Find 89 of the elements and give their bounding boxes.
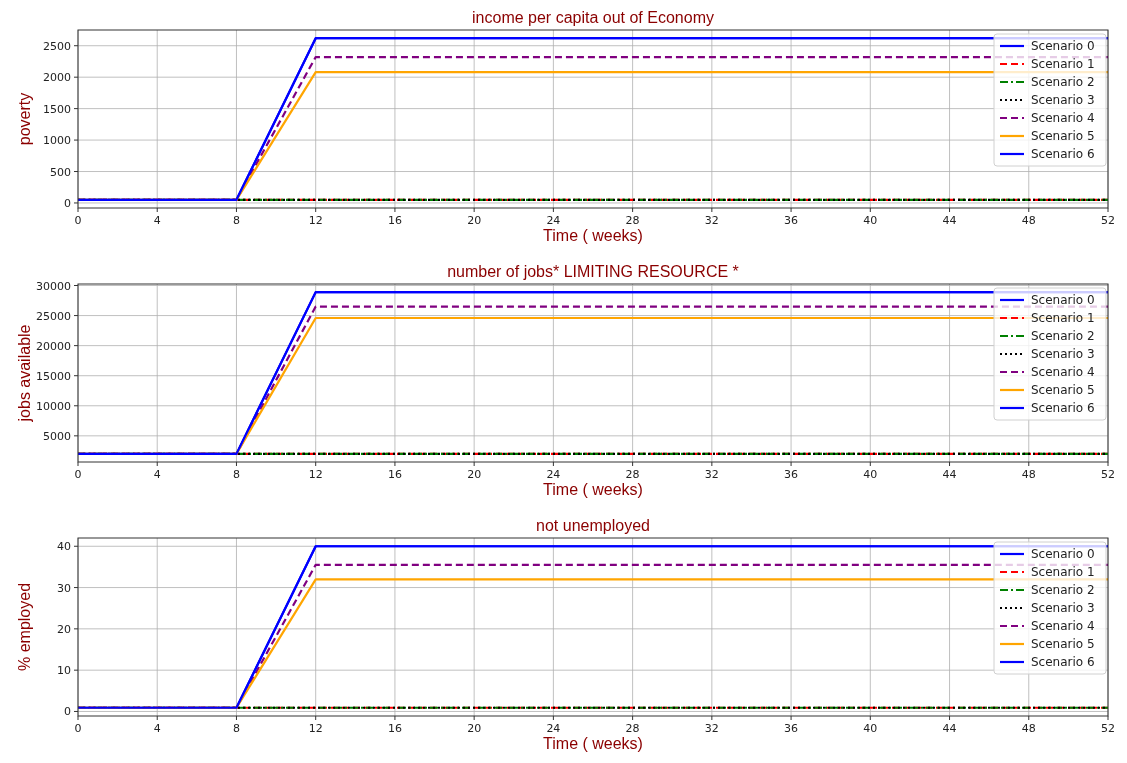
legend-label: Scenario 3 (1031, 601, 1095, 615)
legend-label: Scenario 5 (1031, 383, 1095, 397)
x-axis-title: Time ( weeks) (543, 227, 643, 244)
x-tick-label: 12 (308, 722, 323, 735)
legend-label: Scenario 4 (1031, 619, 1095, 633)
x-tick-label: 8 (232, 722, 240, 735)
x-tick-label: 16 (387, 214, 402, 227)
legend-label: Scenario 1 (1031, 57, 1095, 71)
y-tick-label: 30 (57, 581, 71, 595)
chart-title: number of jobs* LIMITING RESOURCE * (447, 263, 739, 280)
x-tick-label: 20 (467, 468, 482, 481)
x-tick-label: 44 (942, 468, 957, 481)
x-tick-label: 44 (942, 722, 957, 735)
x-tick-label: 28 (625, 722, 640, 735)
y-tick-label: 0 (64, 705, 71, 719)
legend-label: Scenario 3 (1031, 93, 1095, 107)
x-tick-label: 36 (784, 468, 799, 481)
y-tick-label: 1500 (43, 102, 71, 116)
y-axis-title: jobs available (16, 324, 33, 423)
x-tick-label: 12 (308, 214, 323, 227)
x-tick-label: 0 (74, 214, 82, 227)
x-tick-label: 4 (153, 468, 161, 481)
x-tick-label: 48 (1021, 722, 1036, 735)
legend-label: Scenario 2 (1031, 75, 1095, 89)
x-tick-label: 52 (1101, 214, 1115, 227)
x-tick-label: 52 (1101, 468, 1115, 481)
y-tick-label: 25000 (36, 309, 71, 323)
legend-label: Scenario 3 (1031, 347, 1095, 361)
x-tick-label: 8 (232, 214, 240, 227)
x-tick-label: 44 (942, 214, 957, 227)
legend-label: Scenario 0 (1031, 293, 1095, 307)
x-tick-label: 20 (467, 722, 482, 735)
x-tick-label: 36 (784, 722, 799, 735)
x-tick-label: 28 (625, 468, 640, 481)
y-tick-label: 10000 (36, 399, 71, 413)
x-tick-label: 4 (153, 214, 161, 227)
legend-label: Scenario 5 (1031, 129, 1095, 143)
x-tick-label: 24 (546, 722, 561, 735)
y-tick-label: 500 (50, 165, 71, 179)
y-tick-label: 15000 (36, 369, 71, 383)
legend-label: Scenario 1 (1031, 311, 1095, 325)
legend-label: Scenario 2 (1031, 583, 1095, 597)
y-axis-title: poverty (16, 92, 33, 146)
x-tick-label: 48 (1021, 214, 1036, 227)
y-axis-title: % employed (16, 582, 33, 672)
legend-label: Scenario 1 (1031, 565, 1095, 579)
x-tick-label: 16 (387, 468, 402, 481)
y-tick-label: 40 (57, 540, 71, 554)
x-tick-label: 16 (387, 722, 402, 735)
y-tick-label: 2000 (43, 71, 71, 85)
x-tick-label: 28 (625, 214, 640, 227)
legend-label: Scenario 5 (1031, 637, 1095, 651)
legend-label: Scenario 0 (1031, 39, 1095, 53)
x-tick-label: 24 (546, 468, 561, 481)
y-tick-label: 2500 (43, 39, 71, 53)
x-tick-label: 12 (308, 468, 323, 481)
x-tick-label: 24 (546, 214, 561, 227)
y-tick-label: 5000 (43, 429, 71, 443)
legend-label: Scenario 4 (1031, 365, 1095, 379)
legend-label: Scenario 0 (1031, 547, 1095, 561)
x-tick-label: 36 (784, 214, 799, 227)
x-tick-label: 8 (232, 468, 240, 481)
x-tick-label: 32 (704, 214, 719, 227)
legend-label: Scenario 4 (1031, 111, 1095, 125)
y-tick-label: 30000 (36, 279, 71, 293)
x-tick-label: 32 (704, 722, 719, 735)
y-tick-label: 0 (64, 196, 71, 210)
x-tick-label: 40 (863, 214, 878, 227)
legend-label: Scenario 6 (1031, 147, 1095, 161)
x-tick-label: 40 (863, 722, 878, 735)
x-axis-title: Time ( weeks) (543, 735, 643, 752)
legend-label: Scenario 6 (1031, 655, 1095, 669)
x-tick-label: 48 (1021, 468, 1036, 481)
x-tick-label: 32 (704, 468, 719, 481)
y-tick-label: 20000 (36, 339, 71, 353)
x-tick-label: 4 (153, 722, 161, 735)
chart-title: income per capita out of Economy (472, 9, 714, 26)
x-tick-label: 0 (74, 722, 82, 735)
x-tick-label: 20 (467, 214, 482, 227)
legend-label: Scenario 2 (1031, 329, 1095, 343)
y-tick-label: 20 (57, 622, 71, 636)
chart-title: not unemployed (536, 517, 650, 534)
x-tick-label: 40 (863, 468, 878, 481)
y-tick-label: 1000 (43, 134, 71, 148)
x-tick-label: 52 (1101, 722, 1115, 735)
x-tick-label: 0 (74, 468, 82, 481)
x-axis-title: Time ( weeks) (543, 481, 643, 498)
y-tick-label: 10 (57, 664, 71, 678)
legend-label: Scenario 6 (1031, 401, 1095, 415)
